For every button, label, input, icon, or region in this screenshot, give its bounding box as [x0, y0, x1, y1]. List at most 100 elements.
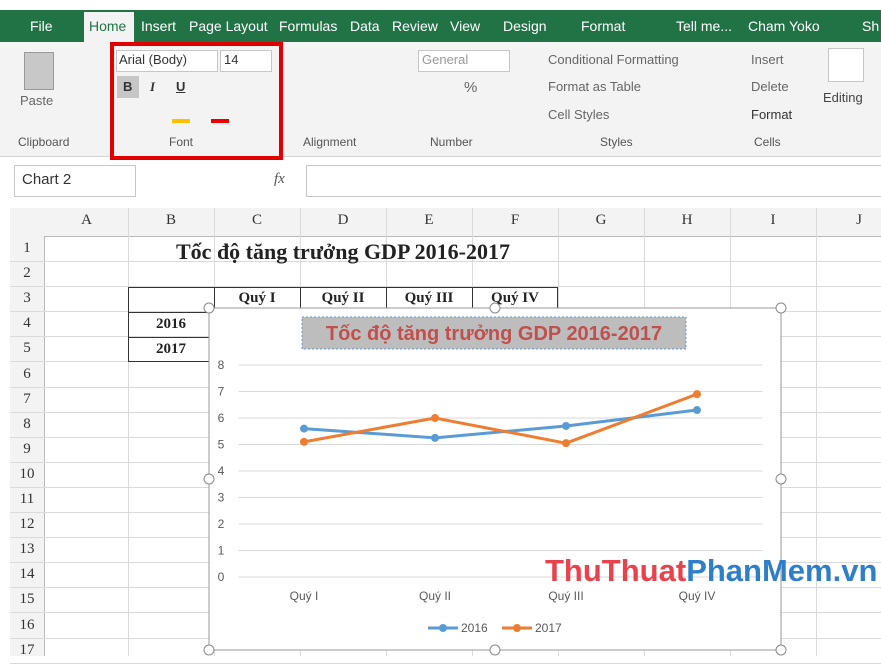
row-label: 2017: [156, 341, 186, 358]
y-tick-label: 6: [218, 411, 225, 425]
row-header: 13: [19, 541, 35, 558]
table-header: Quý IV: [491, 290, 539, 307]
column-header: C: [251, 212, 262, 228]
font-size-box[interactable]: [220, 50, 272, 72]
resize-handle[interactable]: [489, 302, 501, 314]
ribbon-tab[interactable]: Sh: [862, 18, 880, 34]
ribbon-tab[interactable]: Review: [392, 18, 438, 34]
number-format-box[interactable]: [418, 50, 510, 72]
ribbon-tab[interactable]: Design: [503, 18, 547, 34]
column-header-bar: [10, 208, 881, 237]
column-header: A: [81, 212, 92, 228]
row-header: 12: [19, 516, 35, 533]
styles-item[interactable]: Conditional Formatting: [548, 52, 679, 67]
table-header: Quý III: [404, 290, 454, 307]
cells-item[interactable]: Format: [751, 107, 793, 122]
grid-line: [10, 286, 881, 288]
row-header: 11: [19, 491, 35, 507]
table-header: Quý II: [321, 290, 365, 307]
watermark-part: ThuThuat: [545, 553, 686, 588]
data-point: [693, 390, 701, 399]
ribbon-tab[interactable]: Format: [581, 18, 626, 34]
ribbon-tab[interactable]: File: [30, 18, 53, 34]
row-header: 17: [19, 641, 35, 658]
column-header: G: [595, 212, 607, 228]
data-point: [562, 439, 570, 448]
column-header: H: [681, 212, 693, 228]
resize-handle[interactable]: [203, 302, 215, 314]
y-tick-label: 3: [218, 491, 225, 505]
grid-line: [816, 208, 817, 656]
paste-label[interactable]: Paste: [20, 93, 54, 108]
resize-handle[interactable]: [775, 302, 787, 314]
ribbon-tab[interactable]: Cham Yoko: [748, 18, 820, 34]
cells-item[interactable]: Delete: [751, 79, 789, 94]
x-tick-label: Quý III: [548, 589, 583, 603]
styles-item[interactable]: Cell Styles: [548, 107, 610, 122]
row-label: 2016: [156, 316, 186, 333]
font-color-bar: [211, 119, 229, 123]
ribbon-tab[interactable]: Formulas: [279, 18, 338, 34]
row-header: 1: [23, 240, 31, 256]
data-point: [693, 406, 701, 415]
resize-handle[interactable]: [775, 644, 787, 656]
resize-handle[interactable]: [775, 473, 787, 485]
sheet-title: Tốc độ tăng trưởng GDP 2016-2017: [176, 239, 510, 264]
font-name: Arial (Body): [119, 52, 187, 67]
y-tick-label: 1: [218, 544, 225, 558]
row-header: 2: [23, 265, 31, 282]
column-header: J: [856, 212, 862, 228]
ribbon-tab[interactable]: View: [450, 18, 481, 34]
resize-handle[interactable]: [489, 644, 501, 656]
column-header: B: [165, 212, 176, 228]
editing-label[interactable]: Editing: [823, 90, 863, 105]
italic-button[interactable]: I: [150, 79, 156, 94]
x-tick-label: Quý IV: [679, 589, 716, 603]
row-header: 7: [23, 390, 31, 407]
row-header: 5: [23, 340, 31, 357]
y-tick-label: 0: [218, 570, 225, 584]
formula-input[interactable]: [306, 165, 881, 197]
legend-label: 2016: [461, 621, 488, 635]
paste-icon: [24, 52, 54, 90]
data-point: [300, 424, 308, 433]
series-line: [303, 392, 698, 445]
ribbon-tab[interactable]: Insert: [141, 18, 177, 34]
search-icon[interactable]: [828, 48, 864, 82]
tab-bar: [0, 10, 881, 42]
ribbon-tab[interactable]: Data: [350, 18, 380, 34]
name-box[interactable]: [14, 165, 136, 197]
group-label: Styles: [600, 135, 633, 149]
chart-title: Tốc độ tăng trưởng GDP 2016-2017: [326, 323, 662, 345]
font-size: 14: [224, 52, 239, 67]
resize-handle[interactable]: [203, 473, 215, 485]
ribbon-tab[interactable]: Page Layout: [189, 18, 268, 34]
ribbon-tab[interactable]: Home: [89, 18, 127, 34]
column-header: E: [424, 212, 434, 228]
title-selection: [301, 316, 687, 350]
legend-marker: [513, 624, 521, 632]
fill-color-bar: [172, 119, 190, 123]
bold-button[interactable]: B: [123, 79, 133, 94]
cells-item[interactable]: Insert: [751, 52, 784, 67]
row-header: 14: [19, 566, 35, 583]
font-name-box[interactable]: [116, 50, 218, 72]
group-label: Alignment: [303, 135, 357, 149]
data-point: [562, 421, 570, 430]
percent-button[interactable]: %: [464, 79, 478, 96]
watermark-part: PhanMem: [686, 553, 832, 588]
legend-marker: [439, 624, 447, 632]
legend-label: 2017: [535, 621, 562, 635]
underline-button[interactable]: U: [176, 79, 186, 94]
ribbon-tab[interactable]: Tell me...: [676, 18, 733, 34]
styles-item[interactable]: Format as Table: [548, 79, 641, 94]
y-tick-label: 8: [218, 358, 225, 372]
home-tab-bg: [84, 12, 134, 42]
number-format: General: [422, 52, 469, 67]
name-box-text: Chart 2: [22, 171, 72, 188]
resize-handle[interactable]: [203, 644, 215, 656]
column-header: F: [510, 212, 520, 228]
row-header: 9: [23, 440, 31, 457]
